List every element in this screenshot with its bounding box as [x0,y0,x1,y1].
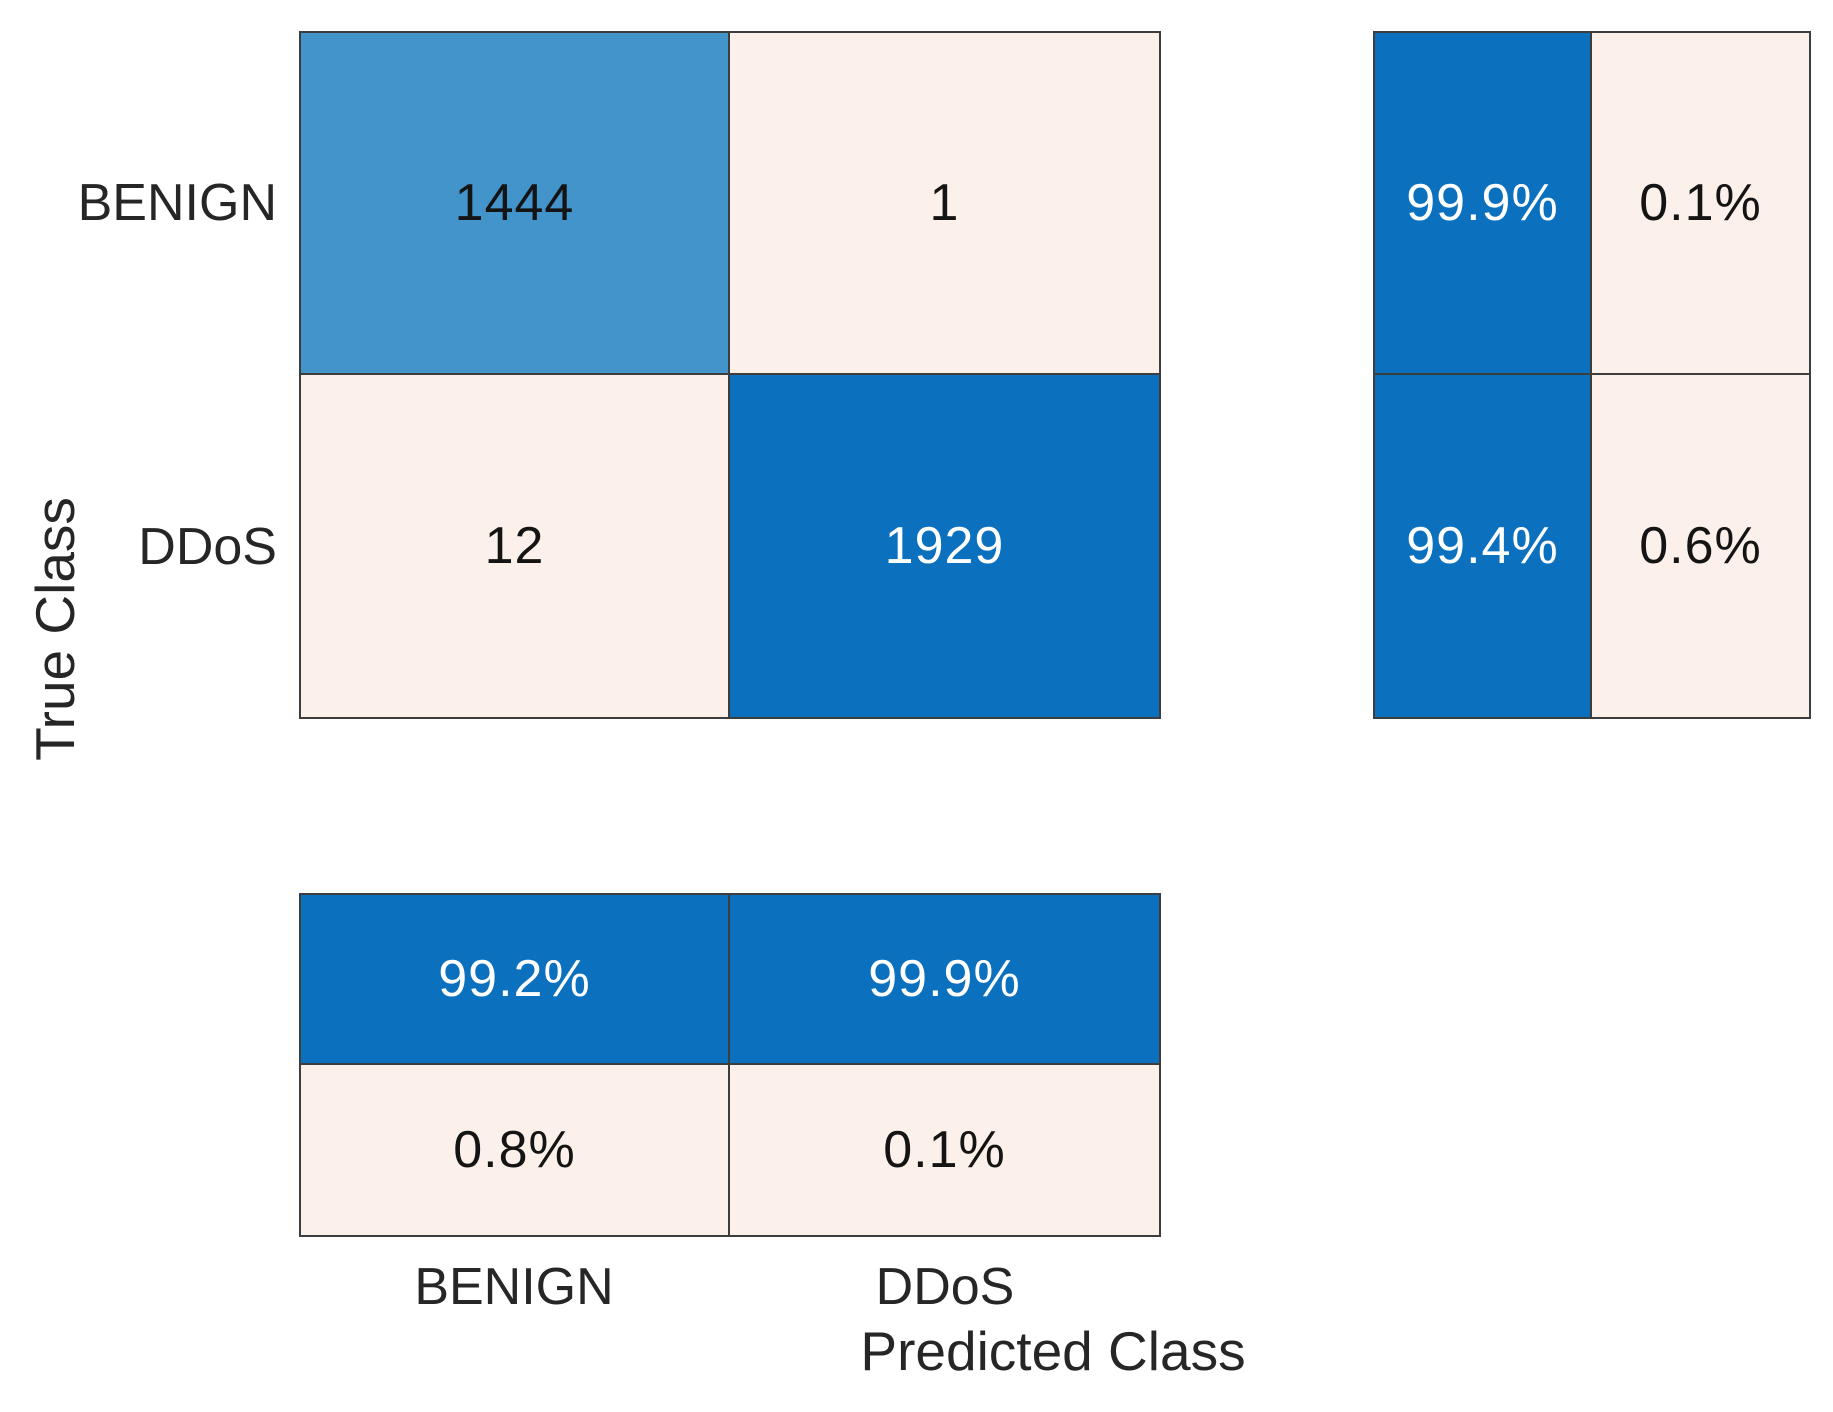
x-axis-title: Predicted Class [860,1320,1246,1382]
row-summary-grid: 99.9% 0.1% 99.4% 0.6% [1373,31,1811,719]
y-tick-ddos: DDoS [138,518,277,576]
column-summary-ddos-incorrect: 0.1% [730,1065,1159,1235]
y-tick-benign: BENIGN [77,174,277,232]
matrix-cell-true-benign-pred-ddos: 1 [730,33,1159,375]
column-summary-ddos-correct: 99.9% [730,895,1159,1065]
row-summary-ddos-correct: 99.4% [1375,375,1592,717]
confusion-matrix-grid: 1444 1 12 1929 [299,31,1161,719]
row-summary-benign-correct: 99.9% [1375,33,1592,375]
column-summary-grid: 99.2% 99.9% 0.8% 0.1% [299,893,1161,1237]
matrix-cell-true-ddos-pred-ddos: 1929 [730,375,1159,717]
y-axis-title: True Class [24,497,86,761]
column-summary-benign-correct: 99.2% [301,895,730,1065]
matrix-cell-true-ddos-pred-benign: 12 [301,375,730,717]
column-summary-benign-incorrect: 0.8% [301,1065,730,1235]
x-tick-ddos: DDoS [875,1258,1015,1316]
row-summary-ddos-incorrect: 0.6% [1592,375,1809,717]
row-summary-benign-incorrect: 0.1% [1592,33,1809,375]
x-tick-benign: BENIGN [414,1258,614,1316]
matrix-cell-true-benign-pred-benign: 1444 [301,33,730,375]
